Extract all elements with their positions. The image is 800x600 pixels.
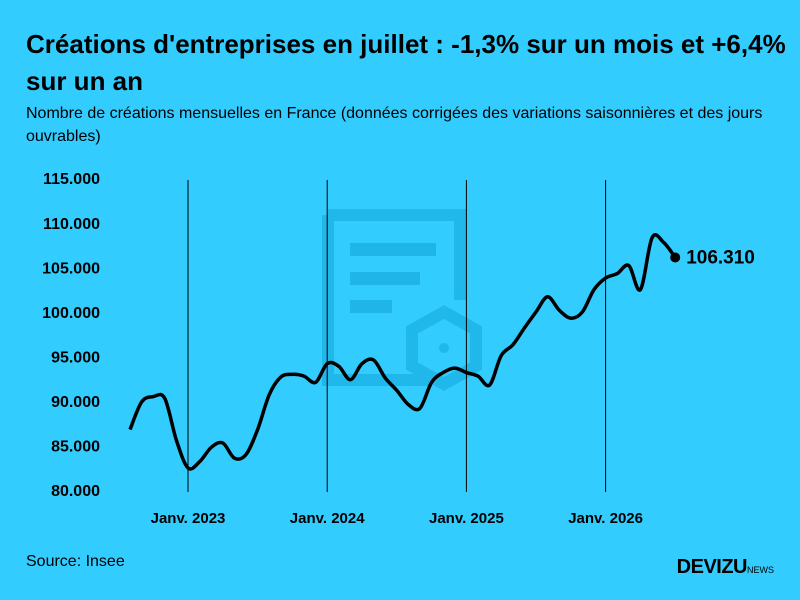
y-tick-label: 90.000 <box>51 394 100 411</box>
chart-title: Créations d'entreprises en juillet : -1,… <box>26 29 786 96</box>
watermark <box>322 209 482 391</box>
watermark-lines <box>350 243 436 313</box>
data-label: 106.310 <box>686 247 755 268</box>
x-tick-label: Janv. 2026 <box>568 510 643 527</box>
source: Source: Insee <box>26 553 125 570</box>
y-tick-label: 100.000 <box>42 305 100 322</box>
x-tick-label: Janv. 2025 <box>429 510 504 527</box>
y-tick-label: 80.000 <box>51 483 100 500</box>
brand: DEVIZU <box>676 556 748 578</box>
y-tick-label: 110.000 <box>43 216 100 233</box>
brand-suffix: NEWS <box>747 565 774 575</box>
chart-subtitle: Nombre de créations mensuelles en France… <box>26 105 763 145</box>
x-tick-label: Janv. 2024 <box>290 510 365 527</box>
y-tick-label: 95.000 <box>51 350 100 367</box>
x-tick-label: Janv. 2023 <box>151 510 226 527</box>
y-tick-label: 85.000 <box>51 439 100 456</box>
y-tick-label: 105.000 <box>42 260 100 277</box>
line <box>128 233 677 471</box>
end-point <box>670 252 681 263</box>
y-tick-label: 115.000 <box>43 171 100 188</box>
brand-logo: DEVIZUNEWS <box>677 556 774 579</box>
